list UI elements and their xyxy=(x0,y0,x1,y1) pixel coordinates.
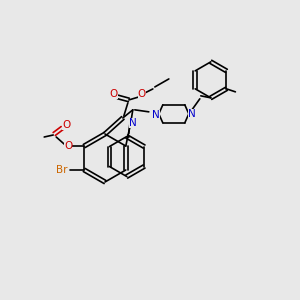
Text: O: O xyxy=(110,89,118,99)
Text: O: O xyxy=(138,89,146,99)
Text: Br: Br xyxy=(56,165,68,175)
Text: N: N xyxy=(152,110,160,120)
Text: N: N xyxy=(129,118,136,128)
Text: N: N xyxy=(188,109,196,119)
Text: O: O xyxy=(62,120,70,130)
Text: O: O xyxy=(64,141,72,151)
